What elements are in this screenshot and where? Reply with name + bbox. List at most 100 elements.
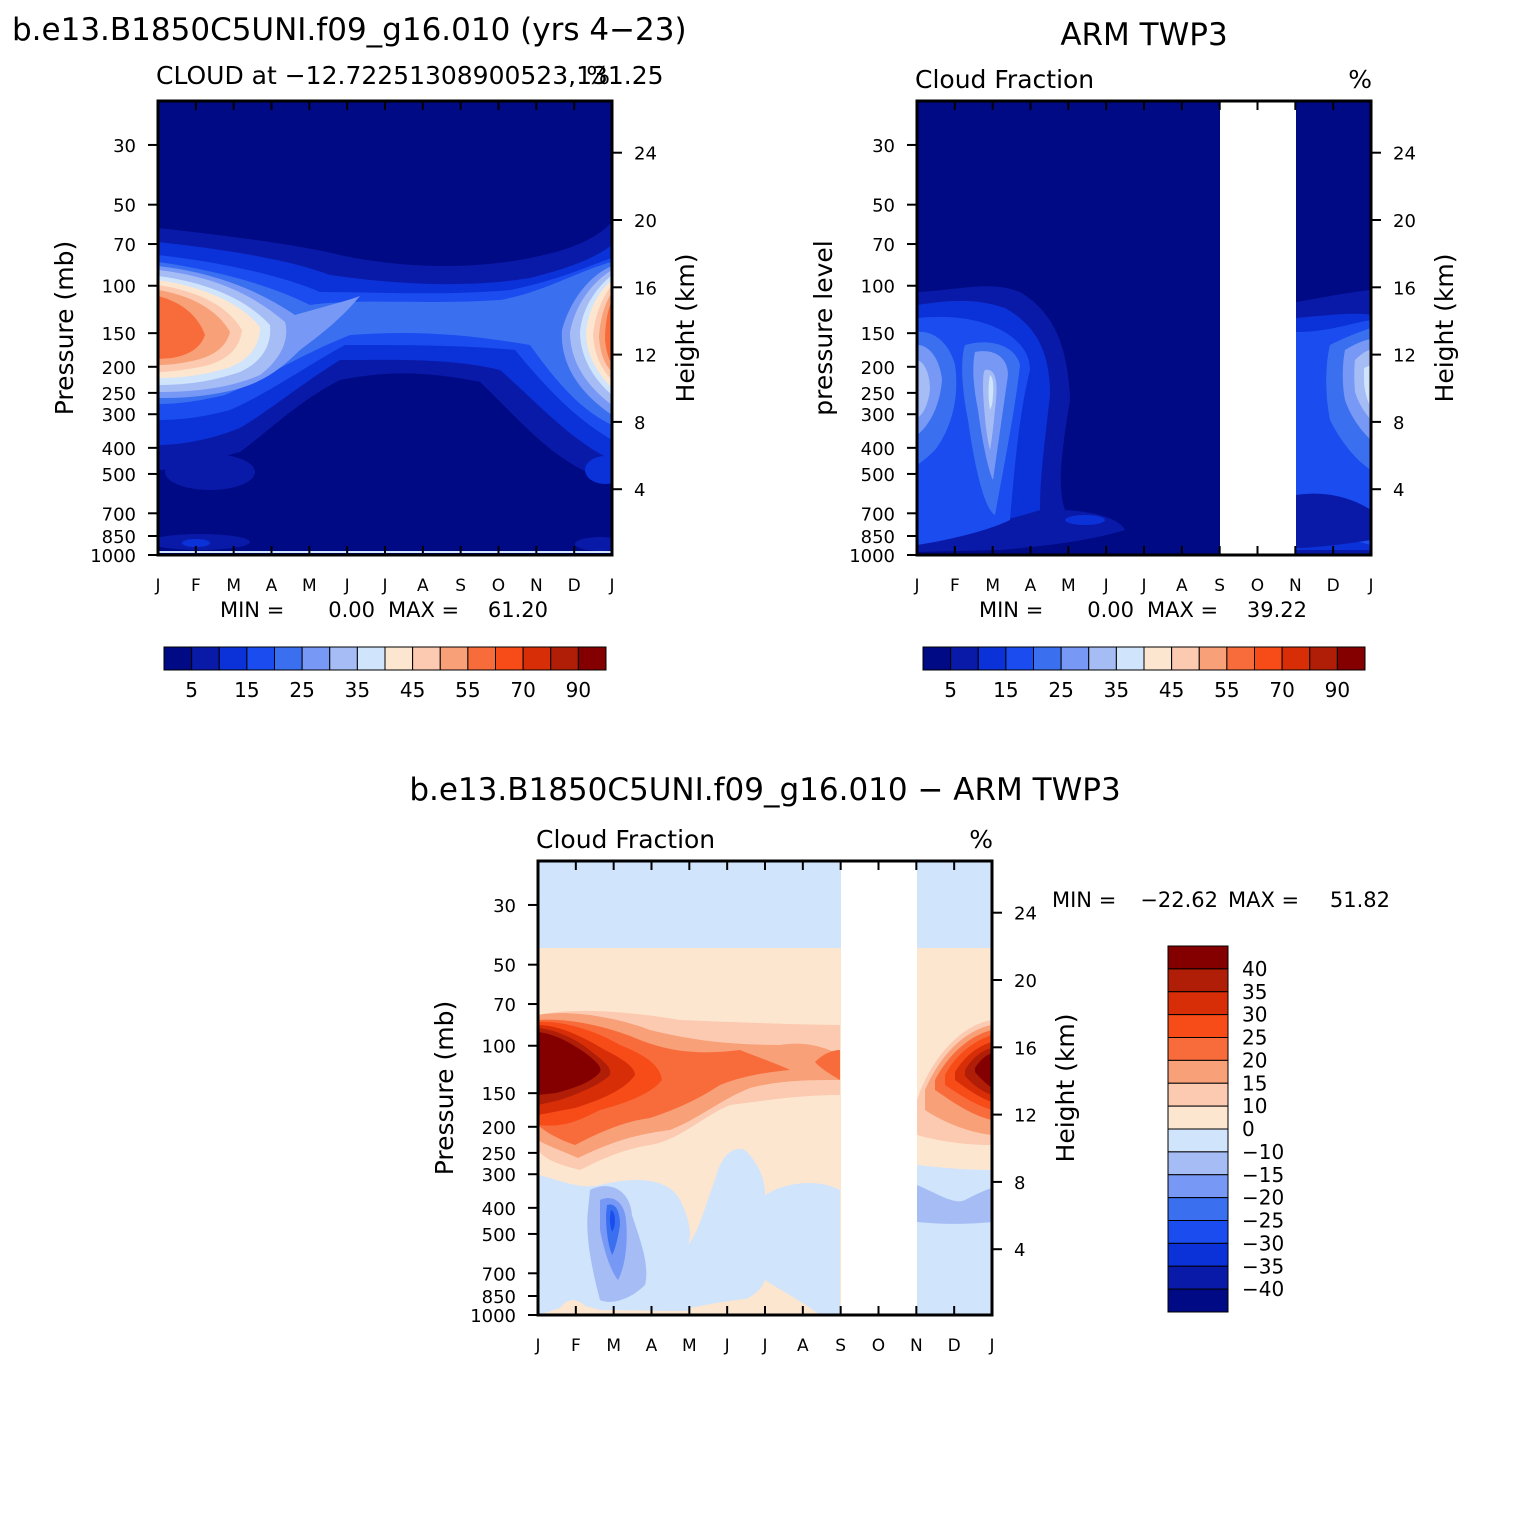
x-tick-label: A (1025, 576, 1037, 596)
colorbar-label: 70 (510, 678, 535, 702)
y-tick-label: 700 (861, 504, 895, 525)
diff-max-value: 51.82 (1330, 888, 1390, 912)
colorbar-cell (1167, 1128, 1229, 1153)
model-low-blob-3 (182, 539, 210, 547)
colorbar-label: −10 (1242, 1140, 1284, 1164)
colorbar-cell (1167, 1197, 1229, 1221)
diff-header: b.e13.B1850C5UNI.f09_g16.010 − ARM TWP3 (409, 772, 1120, 808)
colorbar-cell (1143, 646, 1173, 671)
colorbar-cell (1167, 1242, 1229, 1267)
obs-title-right: % (1348, 65, 1372, 94)
y-tick-label: 250 (861, 384, 895, 405)
obs-ylabel: pressure level (809, 240, 838, 415)
obs-right-low (1296, 493, 1371, 548)
obs-field (917, 101, 1371, 555)
colorbar-cell (1167, 1082, 1229, 1107)
colorbar-label: −15 (1242, 1163, 1284, 1187)
colorbar-label: −25 (1242, 1209, 1284, 1233)
diff-stats: MIN = −22.62 MAX = 51.82 (1052, 888, 1390, 912)
y-tick-label: 400 (861, 439, 895, 460)
diff-neg-4 (609, 1210, 615, 1232)
x-tick-label: J (1140, 576, 1146, 596)
x-tick-label: O (492, 576, 505, 596)
y2-tick-label: 24 (1393, 144, 1416, 165)
colorbar-label: 35 (1104, 678, 1129, 702)
colorbar-label: 40 (1242, 957, 1267, 981)
obs-header: ARM TWP3 (1060, 17, 1227, 53)
y-tick-label: 1000 (849, 546, 895, 567)
x-tick-label: M (226, 576, 241, 596)
colorbar-cell (1171, 646, 1200, 671)
model-title-right: % (586, 61, 610, 90)
x-tick-label: A (1176, 576, 1188, 596)
x-tick-label: A (646, 1336, 658, 1356)
y-tick-label: 850 (102, 527, 136, 548)
y-tick-label: 50 (493, 956, 516, 977)
model-title-left: CLOUD at −12.72251308900523,131.25 (156, 61, 664, 90)
obs-panel: Cloud Fraction % J F M A M J J A S O N D J (809, 65, 1459, 702)
y-tick-label: 500 (102, 465, 136, 486)
colorbar-cell (950, 646, 979, 671)
diff-right-pos-7 (975, 1053, 992, 1088)
colorbar-cell (1060, 646, 1090, 671)
y-tick-label: 50 (113, 196, 136, 217)
x-tick-label: J (1103, 576, 1109, 596)
diff-field (538, 861, 992, 1315)
diff-panel: Cloud Fraction % (430, 825, 1390, 1356)
y-tick-label: 500 (482, 1225, 516, 1246)
x-tick-label: J (913, 576, 919, 596)
colorbar-cell (1198, 646, 1228, 671)
x-tick-label: N (1289, 576, 1302, 596)
colorbar-label: 5 (944, 678, 957, 702)
colorbar-cell (356, 646, 386, 671)
colorbar-label: 55 (1214, 678, 1239, 702)
y-tick-label: 50 (872, 196, 895, 217)
model-ylabel: Pressure (mb) (50, 241, 79, 415)
y-tick-label: 300 (482, 1165, 516, 1186)
colorbar-label: 10 (1242, 1094, 1267, 1118)
colorbar-cell (495, 646, 524, 671)
colorbar-cell (1167, 968, 1229, 993)
colorbar-cell (1167, 1059, 1229, 1084)
colorbar-cell (218, 646, 248, 671)
y-tick-label: 1000 (470, 1306, 516, 1327)
colorbar-cell (274, 646, 303, 671)
colorbar-cell (1167, 1288, 1229, 1313)
y-tick-label: 1000 (90, 546, 136, 567)
model-min-value: 0.00 (328, 598, 375, 622)
y-tick-label: 200 (482, 1118, 516, 1139)
colorbar-cell (1167, 1151, 1229, 1176)
colorbar-label: 5 (185, 678, 198, 702)
y2-tick-label: 24 (1014, 904, 1037, 925)
y-tick-label: 150 (482, 1084, 516, 1105)
colorbar-cell (977, 646, 1007, 671)
y-tick-label: 30 (872, 136, 895, 157)
x-tick-label: J (534, 1336, 540, 1356)
y2-tick-label: 4 (1393, 480, 1404, 501)
x-tick-label: M (1061, 576, 1076, 596)
model-y2label: Height (km) (671, 254, 700, 403)
colorbar-cell (1167, 991, 1229, 1016)
colorbar-cell (1005, 646, 1034, 671)
y-tick-label: 200 (102, 358, 136, 379)
y-tick-label: 250 (482, 1144, 516, 1165)
diff-y2label: Height (km) (1051, 1014, 1080, 1163)
y2-tick-label: 8 (1393, 413, 1404, 434)
x-tick-label: A (266, 576, 278, 596)
y-tick-label: 70 (872, 235, 895, 256)
obs-blob-6 (917, 360, 930, 418)
obs-min-value: 0.00 (1087, 598, 1134, 622)
diff-max-label: MAX = (1228, 888, 1299, 912)
model-max-value: 61.20 (488, 598, 548, 622)
colorbar-label: 45 (400, 678, 425, 702)
x-tick-label: S (1214, 576, 1225, 596)
y2-tick-label: 12 (1014, 1106, 1037, 1127)
colorbar-cell (1167, 1220, 1229, 1244)
colorbar-cell (550, 646, 579, 671)
x-tick-label: J (608, 576, 614, 596)
y2-tick-label: 16 (634, 278, 657, 299)
y-tick-label: 400 (102, 439, 136, 460)
y2-tick-label: 4 (634, 480, 645, 501)
colorbar-cell (1088, 646, 1117, 671)
